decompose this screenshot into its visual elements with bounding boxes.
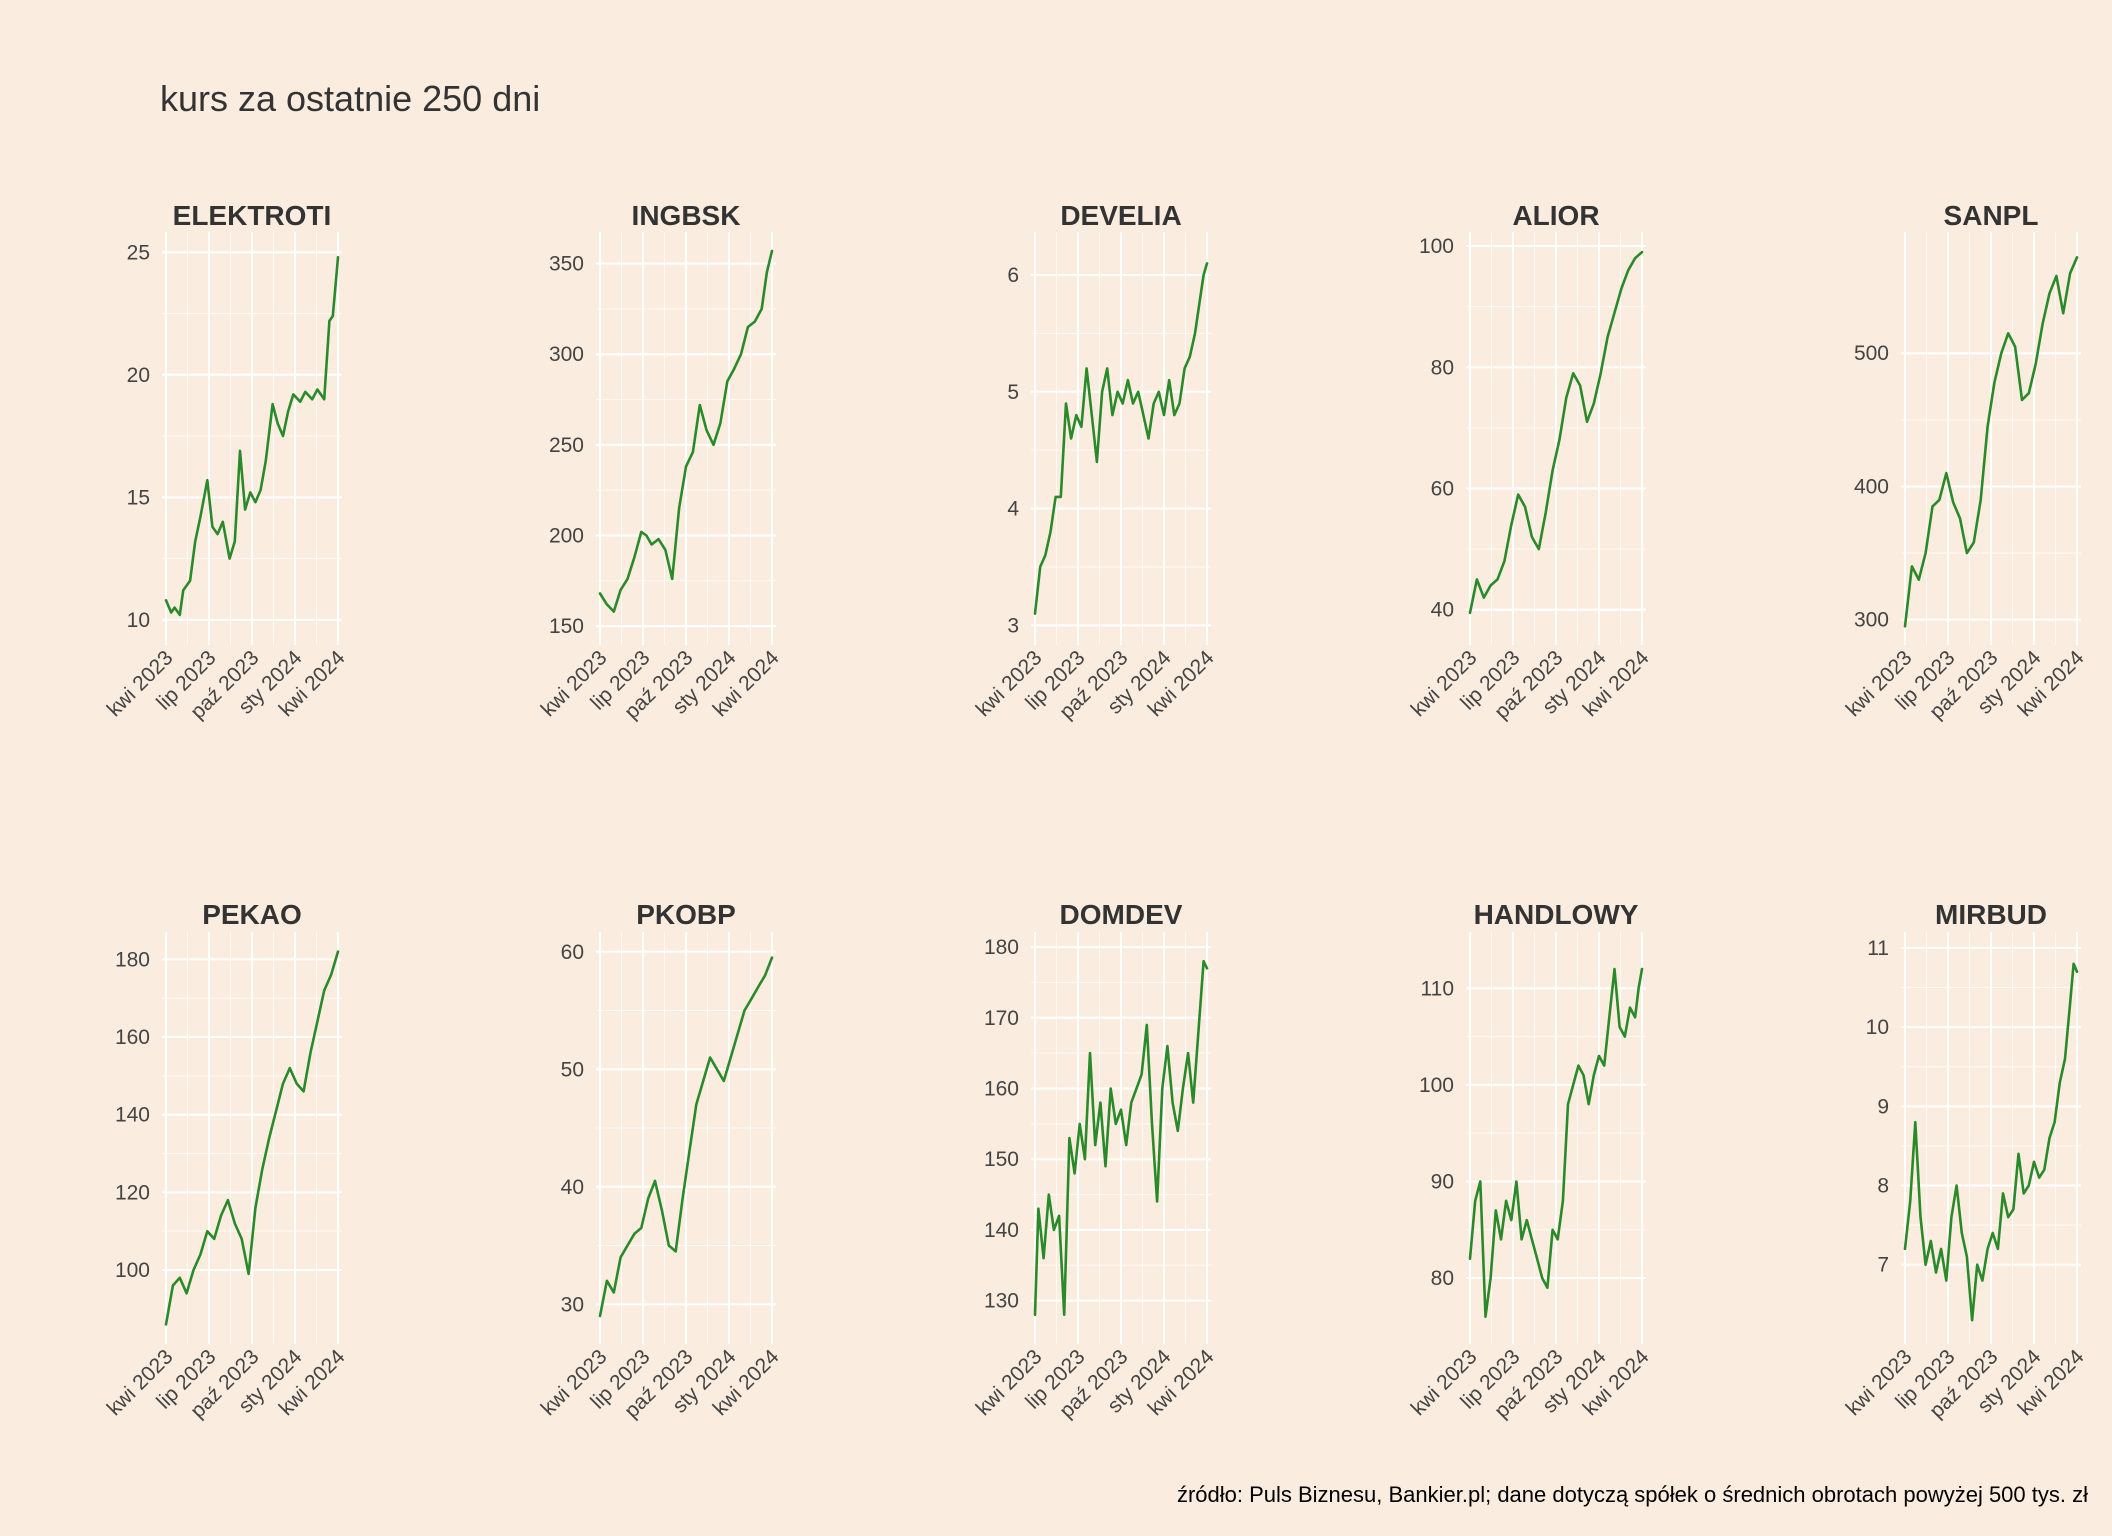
y-tick-label: 100: [1419, 235, 1454, 258]
series-line: [598, 956, 774, 1318]
y-tick-label: 120: [115, 1181, 150, 1204]
y-tick-label: 110: [1421, 977, 1454, 1000]
y-tick-label: 180: [984, 936, 1019, 959]
panel-title: DOMDEV: [1060, 899, 1183, 930]
y-tick-label: 130: [984, 1290, 1019, 1313]
y-tick-label: 250: [549, 434, 584, 457]
series-line: [1468, 967, 1644, 1318]
panel-title: HANDLOWY: [1474, 899, 1639, 930]
panel-title: PEKAO: [202, 899, 302, 930]
y-tick-label: 150: [984, 1148, 1019, 1171]
y-tick-label: 5: [1007, 381, 1019, 404]
panel-title: DEVELIA: [1060, 200, 1181, 231]
panel-title: ELEKTROTI: [173, 200, 332, 231]
series-line: [164, 950, 340, 1326]
y-tick-label: 6: [1007, 264, 1019, 287]
panel-title: MIRBUD: [1935, 899, 2047, 930]
y-tick-label: 350: [549, 253, 584, 276]
series-line: [1033, 959, 1209, 1317]
y-tick-label: 500: [1854, 342, 1889, 365]
y-tick-label: 15: [127, 486, 150, 509]
y-tick-label: 25: [127, 241, 150, 264]
y-tick-label: 160: [115, 1026, 150, 1049]
y-tick-label: 7: [1877, 1254, 1889, 1277]
y-tick-label: 50: [561, 1058, 584, 1081]
y-tick-label: 90: [1431, 1170, 1454, 1193]
y-tick-label: 40: [1431, 599, 1454, 622]
figure-title: kurs za ostatnie 250 dni: [160, 78, 541, 119]
y-tick-label: 40: [561, 1176, 584, 1199]
y-tick-label: 100: [115, 1259, 150, 1282]
y-tick-label: 160: [984, 1078, 1019, 1101]
y-tick-label: 300: [1854, 609, 1889, 632]
y-tick-label: 300: [549, 343, 584, 366]
y-tick-label: 140: [984, 1219, 1019, 1242]
panel-title: SANPL: [1944, 200, 2039, 231]
series-line: [1033, 262, 1209, 615]
y-tick-label: 9: [1877, 1095, 1889, 1118]
panel-title: INGBSK: [632, 200, 741, 231]
series-line: [598, 249, 774, 613]
y-tick-label: 400: [1854, 475, 1889, 498]
y-tick-label: 10: [1866, 1016, 1889, 1039]
y-tick-label: 60: [561, 941, 584, 964]
y-tick-label: 170: [984, 1007, 1019, 1030]
source-caption: źródło: Puls Biznesu, Bankier.pl; dane d…: [1176, 1482, 2088, 1507]
y-tick-label: 10: [127, 609, 150, 632]
y-tick-label: 20: [127, 364, 150, 387]
y-tick-label: 60: [1431, 478, 1454, 501]
y-tick-label: 180: [115, 948, 150, 971]
series-line: [164, 255, 340, 617]
panel-title: ALIOR: [1512, 200, 1599, 231]
y-tick-label: 200: [549, 524, 584, 547]
y-tick-label: 8: [1877, 1175, 1889, 1198]
series-line: [1903, 962, 2079, 1322]
y-tick-label: 80: [1431, 356, 1454, 379]
y-tick-label: 11: [1867, 937, 1889, 960]
y-tick-label: 100: [1419, 1074, 1454, 1097]
series-line: [1903, 255, 2079, 628]
series-line: [1468, 250, 1644, 615]
y-tick-label: 80: [1431, 1267, 1454, 1290]
panel-title: PKOBP: [636, 899, 736, 930]
y-tick-label: 4: [1007, 498, 1019, 521]
y-tick-label: 30: [561, 1293, 584, 1316]
y-tick-label: 150: [549, 615, 584, 638]
y-tick-label: 3: [1007, 614, 1019, 637]
y-tick-label: 140: [115, 1104, 150, 1127]
